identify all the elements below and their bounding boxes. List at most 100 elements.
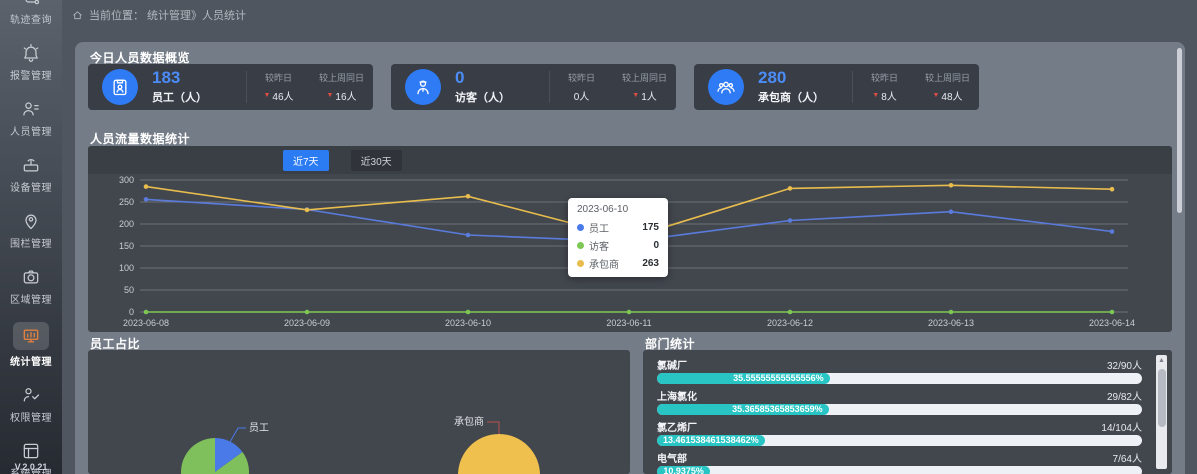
stat-col-value: ▼ 1人 <box>632 92 657 103</box>
svg-text:2023-06-12: 2023-06-12 <box>767 318 813 328</box>
department-count: 29/82人 <box>1106 391 1142 403</box>
department-title: 部门统计 <box>645 337 696 351</box>
area-icon <box>20 266 42 288</box>
content-panel: 今日人员数据概览 183 员工（人） 较昨日 ▼ 46人 较上周同日 ▼ 16人 0… <box>75 42 1185 474</box>
department-row: 上海氯化 29/82人 35.36585365853659% <box>657 389 1142 415</box>
pie-label-employee: 员工 <box>249 422 269 434</box>
tab-last-30-days[interactable]: 近30天 <box>350 149 402 171</box>
sidebar-item-label: 围栏管理 <box>10 239 52 250</box>
department-row: 电气部 7/64人 10.9375% <box>657 451 1142 474</box>
badge-icon <box>113 79 127 96</box>
flow-tabs: 近7天 近30天 <box>283 149 402 171</box>
department-bar: 35.36585365853659% <box>657 404 1142 415</box>
stat-label: 承包商（人） <box>758 92 824 104</box>
sidebar-items: 轨迹查询 报警管理 人员管理 设备管理 围栏管理 区域管理 统计管理 权限管理 … <box>0 0 62 474</box>
sidebar-item-围栏管理[interactable]: 围栏管理 <box>0 210 62 250</box>
svg-text:0: 0 <box>129 307 134 317</box>
visitor-icon <box>405 69 441 105</box>
chart-tooltip: 2023-06-10 员工 175 访客 0 承包商 263 <box>568 198 668 277</box>
svg-text:2023-06-11: 2023-06-11 <box>606 318 651 328</box>
fence-icon <box>25 214 37 230</box>
sidebar-item-label: 统计管理 <box>10 357 52 368</box>
department-percent: 13.461538461538462% <box>663 435 759 445</box>
svg-text:250: 250 <box>119 197 134 207</box>
sidebar-item-系统管理[interactable]: 系统管理 <box>0 440 62 474</box>
department-name: 电气部 <box>657 453 687 465</box>
permission-icon <box>20 384 42 406</box>
svg-text:100: 100 <box>119 263 134 273</box>
track-icon <box>20 0 42 8</box>
sidebar-item-label: 报警管理 <box>10 71 52 82</box>
department-percent: 35.55555555555556% <box>733 373 824 383</box>
department-rows: 氯碱厂 32/90人 35.55555555555556% 上海氯化 29/82… <box>657 358 1142 474</box>
device-icon <box>23 159 39 172</box>
department-name: 氯乙烯厂 <box>657 422 697 434</box>
sidebar-item-统计管理[interactable]: 统计管理 <box>0 322 62 368</box>
stat-card: 0 访客（人） 较昨日 0人 较上周同日 ▼ 1人 <box>391 64 676 110</box>
tooltip-series-value: 0 <box>653 240 659 251</box>
stat-col-header: 较上周同日 <box>318 73 364 83</box>
department-bar: 35.55555555555556% <box>657 373 1142 384</box>
tooltip-series-value: 175 <box>642 222 659 233</box>
department-name: 氯碱厂 <box>657 360 687 372</box>
tab-last-7-days[interactable]: 近7天 <box>283 149 329 171</box>
svg-text:2023-06-08: 2023-06-08 <box>123 318 169 328</box>
tooltip-date: 2023-06-10 <box>577 204 629 215</box>
svg-text:300: 300 <box>119 175 134 185</box>
department-bar-fill: 35.36585365853659% <box>657 404 829 415</box>
department-percent: 10.9375% <box>663 466 704 474</box>
stat-col-header: 较昨日 <box>870 73 898 83</box>
tooltip-series-name: 员工 <box>589 224 609 235</box>
department-row: 氯碱厂 32/90人 35.55555555555556% <box>657 358 1142 384</box>
permission-icon <box>23 388 40 402</box>
decrease-arrow-icon: ▼ <box>932 92 940 99</box>
department-bar: 10.9375% <box>657 466 1142 474</box>
tooltip-series-name: 访客 <box>589 242 609 253</box>
department-count: 32/90人 <box>1106 360 1142 372</box>
breadcrumb: 当前位置： 统计管理》人员统计 <box>89 10 247 22</box>
department-scrollbar-thumb[interactable] <box>1157 369 1166 427</box>
sidebar-item-报警管理[interactable]: 报警管理 <box>0 42 62 82</box>
system-icon <box>23 443 39 459</box>
employee-ratio-panel: 员工 承包商 <box>88 350 630 474</box>
pie-label-contractor: 承包商 <box>454 415 484 428</box>
sidebar-item-label: 区域管理 <box>10 295 52 306</box>
group-icon <box>708 69 744 105</box>
decrease-arrow-icon: ▼ <box>872 92 880 99</box>
series-dot-icon <box>577 224 584 231</box>
scroll-up-icon[interactable]: ▲ <box>1158 357 1165 364</box>
sidebar-item-label: 人员管理 <box>10 127 52 138</box>
sidebar-item-设备管理[interactable]: 设备管理 <box>0 154 62 194</box>
fence-icon <box>20 210 42 232</box>
tooltip-row: 承包商 263 <box>577 256 659 271</box>
stat-value: 0 <box>455 68 465 87</box>
department-scrollbar[interactable]: ▲ <box>1156 355 1167 469</box>
stats-icon <box>23 329 39 343</box>
alarm-icon <box>23 44 39 62</box>
stat-col-value: ▼ 48人 <box>932 92 963 103</box>
panel-scrollbar-thumb[interactable] <box>1177 48 1182 213</box>
home-icon <box>73 10 82 19</box>
device-icon <box>20 154 42 176</box>
svg-text:150: 150 <box>119 241 134 251</box>
sidebar: 轨迹查询 报警管理 人员管理 设备管理 围栏管理 区域管理 统计管理 权限管理 … <box>0 0 62 474</box>
sidebar-item-轨迹查询[interactable]: 轨迹查询 <box>0 0 62 26</box>
sidebar-item-区域管理[interactable]: 区域管理 <box>0 266 62 306</box>
stat-label: 访客（人） <box>455 92 510 104</box>
department-bar-fill: 10.9375% <box>657 466 710 474</box>
department-bar-fill: 13.461538461538462% <box>657 435 765 446</box>
employee-pie-chart: 员工 承包商 <box>181 415 540 474</box>
svg-text:200: 200 <box>119 219 134 229</box>
flow-chart-panel: 近7天 近30天 0 50 100 150 200 250 300 2023-06-08 202… <box>88 146 1172 332</box>
overview-title: 今日人员数据概览 <box>90 51 191 65</box>
flow-title: 人员流量数据统计 <box>90 132 191 146</box>
stat-col-header: 较上周同日 <box>924 73 970 83</box>
sidebar-item-label: 轨迹查询 <box>10 15 52 26</box>
series-dot-icon <box>577 242 584 249</box>
sidebar-item-权限管理[interactable]: 权限管理 <box>0 384 62 424</box>
stats-icon <box>13 322 49 350</box>
system-icon <box>20 440 42 462</box>
department-percent: 35.36585365853659% <box>732 404 823 414</box>
sidebar-item-人员管理[interactable]: 人员管理 <box>0 98 62 138</box>
svg-text:2023-06-09: 2023-06-09 <box>284 318 330 328</box>
